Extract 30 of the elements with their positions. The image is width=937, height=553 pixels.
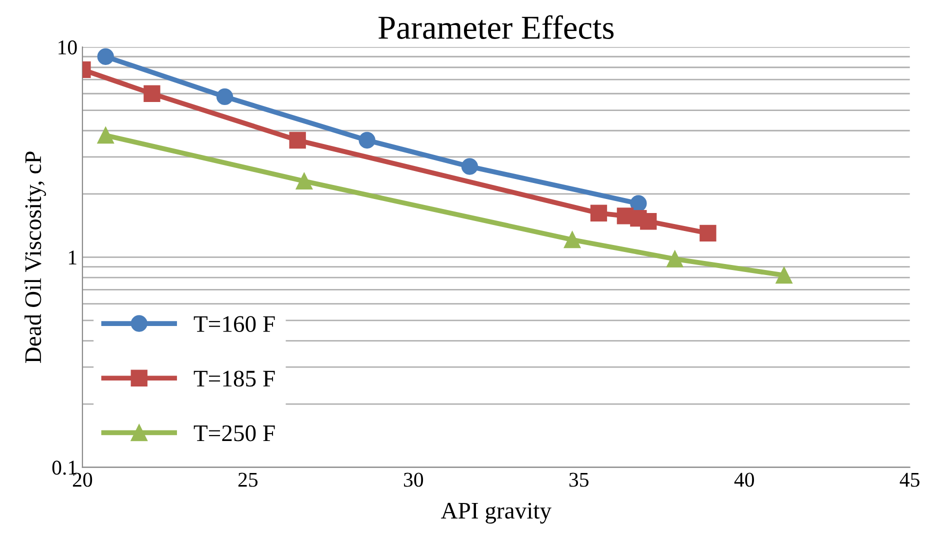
- point: [630, 195, 647, 212]
- point: [564, 231, 581, 248]
- y-tick-label: 1: [69, 250, 76, 264]
- point: [590, 204, 608, 222]
- point: [97, 126, 114, 144]
- x-tick-label: 40: [734, 472, 754, 487]
- x-axis-title: API gravity: [440, 502, 552, 524]
- point: [776, 266, 792, 284]
- y-tick-label: 10: [58, 40, 77, 54]
- legend-label: T=250 F: [194, 425, 275, 442]
- x-tick-label: 20: [72, 472, 92, 487]
- point: [700, 224, 716, 242]
- point: [216, 88, 234, 106]
- point: [97, 48, 114, 65]
- point: [296, 172, 313, 190]
- point: [666, 250, 684, 268]
- x-tick-label: 25: [238, 472, 258, 487]
- y-axis-title: Dead Oil Viscosity, cP: [24, 152, 46, 363]
- y-tick-label: 0.1: [52, 460, 76, 475]
- legend-label: T=160 F: [194, 316, 275, 332]
- x-tick-label: 30: [404, 472, 424, 487]
- x-tick-label: 45: [900, 472, 920, 487]
- point: [461, 158, 478, 175]
- legend-label: T=185 F: [194, 370, 275, 387]
- point: [144, 85, 160, 102]
- x-tick-label: 35: [569, 472, 588, 487]
- point: [358, 132, 376, 149]
- point: [289, 132, 306, 149]
- point: [640, 213, 657, 230]
- chart-title: Parameter Effects: [378, 15, 614, 39]
